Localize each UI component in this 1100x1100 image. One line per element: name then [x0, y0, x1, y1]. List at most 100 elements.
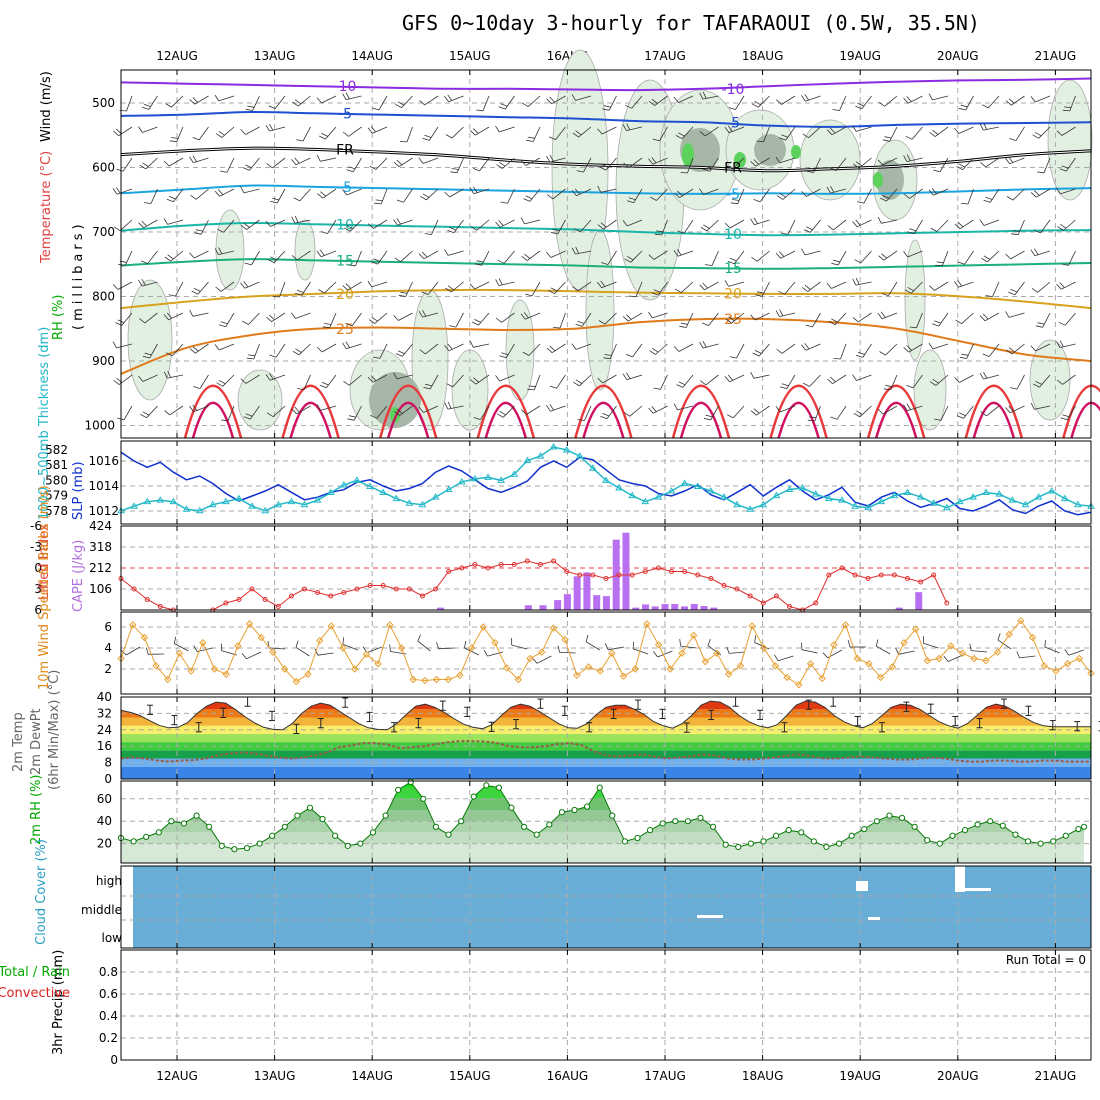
rh-contour-area: [904, 239, 926, 361]
wind-barb-feather: [1064, 649, 1070, 656]
lifted-index-marker: [498, 562, 504, 567]
wind-barb-feather: [622, 373, 628, 380]
contour-label: 25: [336, 322, 354, 338]
wind-barb: [941, 250, 949, 267]
wind-barb-feather: [1035, 325, 1043, 328]
wind-barb: [731, 312, 745, 324]
date-label-top: 12AUG: [156, 49, 198, 63]
wind-speed-marker: [304, 670, 312, 678]
lifted-index-marker: [655, 565, 661, 571]
wind-barb-feather: [450, 171, 458, 174]
wind-barb: [801, 649, 818, 654]
wind-barb: [294, 219, 311, 224]
wind-barb: [193, 250, 209, 259]
wind-barb: [559, 312, 566, 329]
contour-label: -10: [722, 82, 745, 98]
wind-barb-feather: [444, 402, 449, 410]
wind-speed-marker: [584, 663, 593, 671]
wind-barb: [456, 157, 464, 173]
wind-barb: [552, 188, 566, 200]
wind-barb: [269, 374, 286, 381]
wind-barb-feather: [400, 291, 408, 294]
rh2m-axis-label: 2m RH (%): [29, 774, 44, 845]
y-tick-label: -3: [30, 540, 42, 554]
wind-barb-feather: [319, 384, 327, 389]
wind-barb-feather: [857, 201, 865, 204]
wind-barb-feather: [574, 188, 581, 195]
thickness-marker: [1008, 496, 1017, 503]
lifted-index-marker: [629, 572, 635, 578]
wind-barb: [830, 188, 847, 194]
wind-barb-feather: [776, 348, 783, 354]
rh-marker: [634, 834, 641, 842]
wind-barb-feather: [808, 167, 816, 170]
thickness-marker: [982, 488, 991, 496]
y-tick-label: 0.4: [99, 1009, 118, 1023]
wind-barb: [814, 405, 821, 422]
wind-barb: [536, 655, 552, 664]
wind-barb: [607, 250, 617, 265]
wind-barb-feather: [831, 318, 838, 323]
rh-marker: [193, 812, 200, 819]
wind-barb-feather: [677, 230, 685, 234]
temperature-band: [121, 766, 1091, 779]
wind-speed-marker: [573, 671, 581, 680]
wind-barb: [855, 281, 872, 286]
wind-barb: [808, 126, 821, 138]
wind-barb: [141, 281, 158, 287]
wind-barb: [320, 157, 337, 162]
date-label-top: 20AUG: [937, 49, 979, 63]
wind-barb-feather: [164, 256, 171, 262]
wind-barb-feather: [680, 322, 688, 325]
wind-barb-feather: [193, 288, 201, 292]
wind-barb: [1034, 250, 1051, 257]
wind-barb-feather: [145, 647, 149, 655]
wind-barb: [505, 343, 515, 358]
rh-band: [121, 821, 1084, 833]
wind-barb-feather: [296, 289, 304, 293]
thickness-marker: [733, 500, 741, 508]
surface-temperature-contour: [289, 401, 332, 439]
rh-marker: [218, 842, 225, 849]
wind-barb-feather: [648, 100, 655, 106]
wind-barb-feather: [215, 133, 223, 138]
wind-barb-feather: [447, 401, 452, 409]
wind-barb-feather: [525, 195, 533, 200]
date-label-bottom: 14AUG: [351, 1069, 393, 1083]
wind-barb-feather: [1062, 414, 1070, 418]
wind-barb-feather: [343, 380, 350, 386]
wind-barb-feather: [673, 403, 678, 411]
wind-barb-feather: [445, 134, 453, 139]
wind-barb-feather: [979, 219, 985, 226]
wind-barb: [932, 343, 949, 350]
wind-barb: [653, 250, 668, 260]
thickness-marker: [654, 493, 663, 500]
wind-barb: [324, 281, 337, 294]
wind-barb-feather: [775, 252, 781, 259]
thickness-marker: [510, 470, 519, 477]
date-label-top: 17AUG: [644, 49, 686, 63]
wind-barb: [605, 157, 617, 171]
wind-barb-feather: [575, 379, 583, 384]
wind-barb-feather: [880, 197, 887, 202]
wind-barb-feather: [1033, 230, 1041, 234]
wind-barb: [455, 312, 464, 328]
wind-barb-feather: [826, 282, 832, 289]
wind-barb-feather: [1008, 98, 1015, 104]
wind-barb-feather: [240, 282, 246, 289]
temperature-contour: [120, 77, 1092, 92]
wind-barb-feather: [954, 377, 960, 383]
lifted-index-marker: [236, 597, 242, 602]
wind-barb-feather: [626, 123, 631, 130]
wind-barb-feather: [214, 190, 220, 197]
wind-barb-feather: [523, 198, 531, 202]
wind-barb-feather: [192, 346, 199, 352]
wind-barb-feather: [753, 217, 758, 224]
wind-barb: [447, 250, 464, 256]
wind-speed-marker: [222, 670, 230, 678]
wind-barb-feather: [546, 347, 553, 353]
wind-barb: [608, 95, 617, 111]
wind-barb-feather: [801, 248, 806, 256]
wind-barb: [987, 250, 1000, 263]
y-tick-label: 32: [97, 706, 112, 720]
